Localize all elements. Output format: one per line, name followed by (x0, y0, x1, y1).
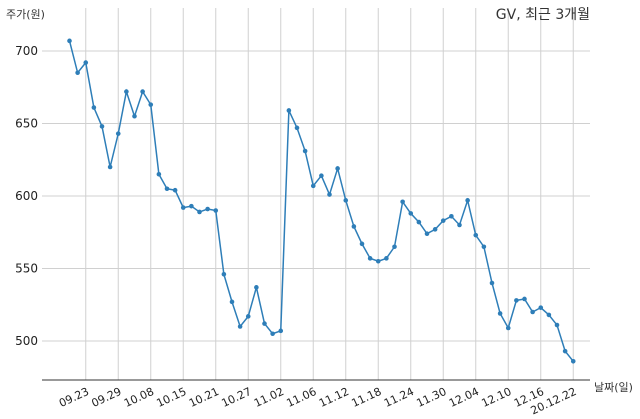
data-point (254, 285, 259, 290)
data-point (359, 241, 365, 247)
data-point (237, 324, 243, 329)
x-tick-label: 09.23 (57, 385, 91, 410)
data-point (424, 231, 430, 236)
data-point (367, 256, 373, 261)
data-point (132, 113, 137, 119)
data-point (530, 309, 535, 315)
data-point (221, 272, 227, 277)
data-point (570, 359, 576, 364)
data-point (497, 311, 503, 316)
data-point (107, 164, 113, 170)
data-point (432, 227, 438, 232)
data-point (465, 198, 470, 203)
x-tick-label: 11.02 (252, 385, 286, 410)
data-point (400, 199, 405, 205)
data-point (505, 325, 511, 331)
data-point (164, 186, 170, 192)
data-point (384, 256, 389, 261)
data-point (416, 219, 422, 225)
x-axis-label: 날짜(일) (594, 380, 633, 394)
data-point (156, 171, 162, 177)
y-tick-label: 600 (15, 189, 38, 203)
data-point (375, 258, 381, 264)
data-point (294, 125, 300, 131)
data-point (99, 124, 105, 129)
data-point (392, 244, 397, 250)
price-points (67, 38, 576, 364)
data-point (343, 198, 349, 203)
data-point (310, 183, 316, 189)
x-tick-label: 10.15 (154, 385, 188, 410)
data-point (327, 192, 332, 197)
data-point (91, 105, 97, 110)
data-point (514, 298, 519, 303)
data-point (83, 60, 89, 65)
y-axis-label: 주가(원) (6, 8, 45, 21)
x-tick-label: 10.27 (219, 385, 253, 410)
x-tick-label: 10.21 (187, 385, 221, 410)
data-point (457, 222, 462, 228)
data-point (229, 299, 235, 305)
data-point (546, 312, 552, 318)
data-point (197, 209, 202, 215)
data-point (115, 131, 121, 136)
x-tick-label: 11.24 (382, 385, 416, 410)
y-tick-label: 500 (15, 334, 38, 348)
x-tick-label: 11.06 (284, 385, 318, 410)
data-point (538, 305, 544, 310)
y-tick-label: 700 (15, 44, 38, 58)
data-point (189, 203, 194, 209)
data-point (180, 205, 186, 210)
data-point (449, 214, 454, 219)
data-point (286, 108, 292, 113)
data-point (408, 211, 414, 216)
x-tick-label: 09.29 (89, 385, 123, 410)
data-point (489, 280, 495, 286)
price-line (68, 40, 574, 362)
data-point (262, 321, 267, 326)
data-point (351, 224, 357, 229)
data-point (148, 102, 154, 107)
x-tick-label: 12.04 (447, 385, 481, 410)
data-point (522, 296, 527, 302)
x-tick-label: 11.30 (414, 385, 448, 410)
x-tick-label: 11.18 (349, 385, 383, 410)
data-point (554, 322, 560, 328)
x-tick-label: 10.08 (122, 385, 156, 410)
x-tick-labels: 09.2309.2910.0810.1510.2110.2711.0211.06… (57, 385, 579, 417)
x-tick-label: 12.10 (479, 385, 513, 410)
chart-title: GV, 최근 3개월 (496, 7, 590, 23)
data-point (562, 348, 568, 354)
data-point (245, 314, 251, 319)
data-point (172, 187, 178, 193)
data-point (302, 148, 308, 154)
data-point (67, 38, 72, 44)
y-tick-labels: 500 550 600 650 700 (15, 44, 38, 348)
data-point (213, 208, 219, 213)
y-tick-label: 550 (15, 262, 38, 276)
data-point (75, 70, 80, 76)
data-point (473, 232, 479, 238)
data-point (205, 206, 210, 212)
data-point (270, 331, 275, 337)
data-point (319, 173, 324, 178)
data-point (140, 89, 145, 94)
data-point (335, 166, 340, 171)
data-point (481, 244, 487, 250)
data-point (124, 89, 129, 94)
y-tick-label: 650 (15, 117, 38, 131)
x-tick-label: 11.12 (317, 385, 351, 410)
grid (42, 8, 590, 380)
data-point (278, 328, 284, 334)
data-point (440, 218, 446, 223)
